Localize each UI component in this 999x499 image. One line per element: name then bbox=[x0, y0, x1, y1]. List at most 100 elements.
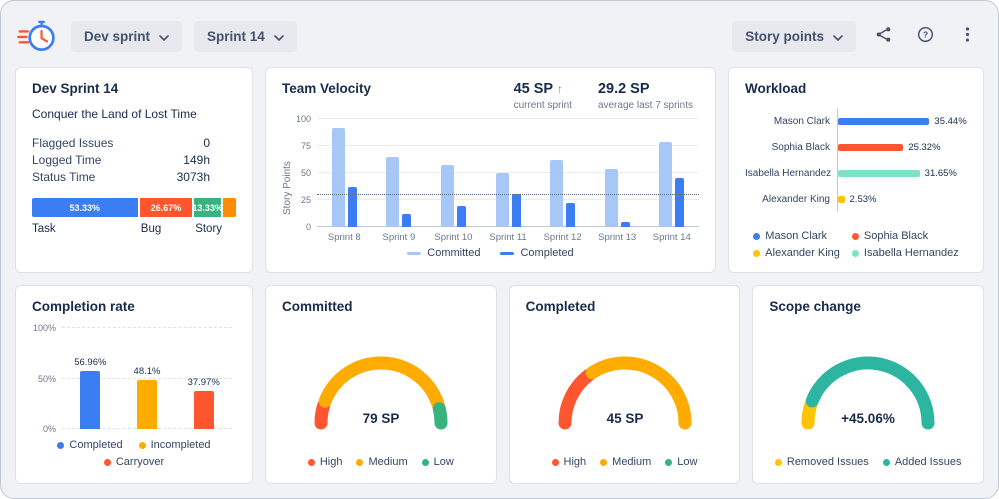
more-button[interactable] bbox=[952, 21, 982, 51]
bar-committed bbox=[386, 156, 400, 227]
gauge-value: +45.06% bbox=[841, 411, 895, 426]
dashboard-row-2: Completion rate 0% 50% 100% 56.96% 48.1% 37.… bbox=[15, 285, 985, 484]
sprint-select-label: Sprint 14 bbox=[207, 28, 265, 44]
legend-item: Low bbox=[665, 456, 697, 468]
average-line bbox=[317, 194, 699, 196]
bar-committed bbox=[550, 160, 564, 227]
app-logo-icon bbox=[17, 16, 57, 56]
bar-incompleted bbox=[137, 380, 157, 429]
kpi-value: 29.2 SP bbox=[597, 81, 650, 97]
y-tick-label: 100% bbox=[32, 323, 56, 333]
distribution-segment: 53.33% bbox=[32, 198, 138, 217]
legend-item: Completed bbox=[500, 247, 574, 259]
dashboard-grid: Dev Sprint 14 Conquer the Land of Lost T… bbox=[1, 67, 998, 498]
scope-gauge-wrap: +45.06% bbox=[769, 314, 967, 456]
legend-item: Low bbox=[421, 456, 454, 468]
bar-committed bbox=[440, 165, 454, 227]
distribution-label: Task bbox=[32, 223, 56, 235]
x-tick-label: Sprint 8 bbox=[327, 232, 361, 243]
trend-up-icon: ↑ bbox=[556, 82, 563, 96]
card-title: Completion rate bbox=[32, 299, 135, 314]
kpi-current-sprint: 45 SP ↑ current sprint bbox=[514, 81, 572, 111]
board-select[interactable]: Dev sprint bbox=[71, 20, 183, 52]
legend-label: Mason Clark bbox=[765, 230, 828, 242]
legend-label: Removed Issues bbox=[786, 456, 869, 468]
distribution-segment bbox=[222, 198, 236, 217]
card-scope-change: Scope change +45.06% Removed Issues Added… bbox=[752, 285, 985, 484]
gridline bbox=[317, 118, 699, 119]
velocity-plot bbox=[317, 118, 699, 227]
bar-carryover bbox=[193, 390, 214, 429]
workload-bar bbox=[838, 195, 845, 203]
bar-completed bbox=[675, 178, 685, 227]
legend-dot-icon bbox=[57, 441, 65, 449]
legend-dot-icon bbox=[421, 458, 429, 466]
legend-label: Carryover bbox=[115, 456, 165, 468]
share-button[interactable] bbox=[868, 21, 898, 51]
help-icon: ? bbox=[916, 25, 935, 47]
card-title: Workload bbox=[745, 81, 807, 96]
workload-name: Isabella Hernandez bbox=[745, 167, 832, 179]
legend-item: Removed Issues bbox=[774, 456, 869, 468]
y-tick-label: 100 bbox=[295, 114, 311, 124]
legend-item: Isabella Hernandez bbox=[851, 247, 959, 259]
bar-completed bbox=[80, 371, 101, 429]
committed-legend: High Medium Low bbox=[282, 456, 480, 468]
x-tick-label: Sprint 10 bbox=[434, 232, 473, 243]
stat-label: Logged Time bbox=[32, 152, 102, 167]
stat-value: 3073h bbox=[176, 169, 210, 184]
velocity-yticks: 0 25 50 75 100 bbox=[293, 114, 317, 232]
bar-completed bbox=[456, 206, 466, 227]
legend-dot-icon bbox=[753, 249, 761, 257]
stat-value: 0 bbox=[203, 135, 210, 150]
completed-gauge: 45 SP bbox=[558, 356, 691, 430]
bar-completed bbox=[511, 193, 521, 227]
completion-yticks: 0% 50% 100% bbox=[32, 323, 62, 434]
legend-dot-icon bbox=[138, 441, 146, 449]
help-button[interactable]: ? bbox=[910, 21, 940, 51]
gauge-segment bbox=[314, 398, 331, 430]
workload-track: 31.65% bbox=[837, 160, 967, 186]
workload-bar bbox=[838, 169, 920, 177]
workload-name: Alexander King bbox=[762, 193, 830, 205]
velocity-kpis: 45 SP ↑ current sprint 29.2 SP average l… bbox=[514, 81, 699, 111]
card-committed: Committed 79 SP High Medium Low bbox=[265, 285, 497, 484]
kpi-average: 29.2 SP average last 7 sprints bbox=[598, 81, 693, 111]
workload-value: 35.44% bbox=[934, 115, 967, 127]
legend-dot-icon bbox=[774, 458, 782, 466]
legend-label: Medium bbox=[612, 456, 652, 468]
y-tick-label: 0% bbox=[42, 424, 56, 434]
completed-gauge-wrap: 45 SP bbox=[526, 314, 724, 456]
kpi-number: 45 SP bbox=[513, 81, 553, 97]
stat-row: Status Time 3073h bbox=[32, 168, 236, 185]
legend-label: Committed bbox=[427, 247, 481, 259]
legend-item: High bbox=[307, 456, 342, 468]
workload-row: Sophia Black 25.32% bbox=[745, 134, 967, 160]
gauge-segment bbox=[801, 398, 818, 430]
sprint-goal: Conquer the Land of Lost Time bbox=[32, 107, 197, 121]
legend-item: Sophia Black bbox=[851, 230, 959, 242]
board-select-label: Dev sprint bbox=[84, 28, 151, 44]
legend-label: Alexander King bbox=[765, 247, 840, 259]
card-title: Completed bbox=[525, 299, 596, 314]
kpi-caption: current sprint bbox=[513, 100, 572, 111]
gauge-segment bbox=[318, 356, 445, 412]
gridline bbox=[317, 172, 699, 173]
sprint-select[interactable]: Sprint 14 bbox=[194, 20, 297, 52]
metric-select[interactable]: Story points bbox=[732, 20, 856, 52]
legend-label: Low bbox=[677, 456, 698, 468]
workload-bar bbox=[838, 117, 930, 125]
workload-row: Mason Clark 35.44% bbox=[745, 108, 967, 134]
gauge-segment bbox=[805, 356, 935, 430]
card-title: Dev Sprint 14 bbox=[32, 81, 119, 96]
gridline bbox=[317, 145, 699, 146]
x-tick-label: Sprint 14 bbox=[652, 232, 691, 243]
gauge-segment bbox=[558, 368, 595, 430]
legend-dot-icon bbox=[356, 458, 364, 466]
bar-committed bbox=[659, 141, 673, 227]
gridline bbox=[62, 377, 232, 379]
legend-item: Medium bbox=[600, 456, 651, 468]
legend-line-icon bbox=[407, 251, 422, 255]
workload-name: Mason Clark bbox=[773, 115, 830, 127]
legend-label: Sophia Black bbox=[863, 230, 929, 242]
